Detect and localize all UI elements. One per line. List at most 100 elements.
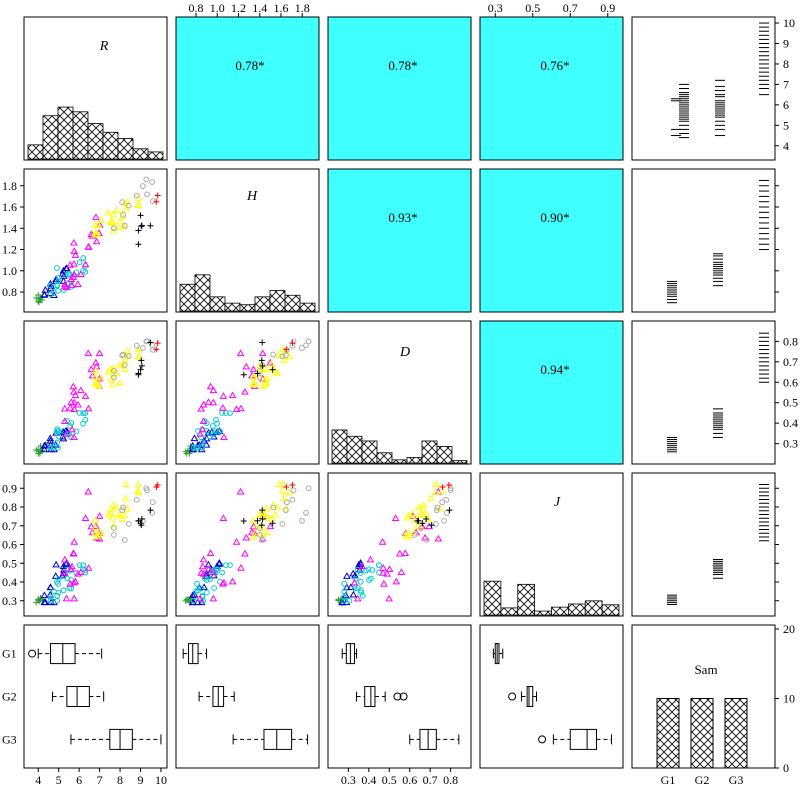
scatter-point-3-2-22 <box>338 598 347 606</box>
scatter-point-1-0-45 <box>54 282 61 288</box>
hist-bar-R-7 <box>132 148 149 160</box>
scatter-point-2-1-71 <box>269 364 278 372</box>
scatter-point-3-2-108 <box>419 520 426 527</box>
hist-bar-H-3 <box>224 302 241 312</box>
scatter-point-3-1-86 <box>256 510 264 518</box>
scatter-point-2-0-86 <box>115 361 124 369</box>
scatter-point-1-0-110 <box>138 223 145 230</box>
scatter-point-2-1-63 <box>218 403 227 411</box>
scatter-point-3-0-7 <box>35 596 42 603</box>
scatter-point-3-2-46 <box>358 562 367 570</box>
factor-bar-G3 <box>724 698 748 769</box>
box-J-G2 <box>526 686 534 707</box>
scatter-point-3-1-30 <box>190 597 197 604</box>
scatter-point-2-1-107 <box>240 371 247 378</box>
scatter-point-3-2-23 <box>342 598 351 606</box>
rug-ytick-label-R-3: 7 <box>783 77 789 91</box>
rug-ytick-label-R-6: 10 <box>783 16 795 30</box>
scatter-point-2-0-59 <box>92 358 100 366</box>
rug-ytick-label-R-2: 6 <box>783 98 789 112</box>
scatter-point-2-1-73 <box>280 356 289 364</box>
scatter-point-2-1-91 <box>249 373 258 380</box>
scatter-point-1-0-113 <box>154 192 161 199</box>
scatter-point-3-1-112 <box>283 484 290 491</box>
scatter-point-3-1-99 <box>259 537 266 543</box>
scatter-point-3-2-27 <box>341 588 348 595</box>
hist-bar-H-1 <box>194 274 211 312</box>
scatter-point-1-0-91 <box>91 230 100 238</box>
scatter-point-3-0-57 <box>87 522 96 530</box>
scatter-point-3-2-61 <box>395 549 404 557</box>
scatter-point-3-0-105 <box>149 499 156 506</box>
scatter-point-3-0-113 <box>154 481 161 488</box>
box-H-G1 <box>188 643 199 665</box>
scatter-point-1-0-75 <box>104 208 113 216</box>
rug-ytick-label-D-4: 0.7 <box>783 355 798 369</box>
scatter-point-3-2-25 <box>359 592 366 599</box>
scatter-point-3-2-99 <box>423 537 430 543</box>
scatter-point-3-2-9 <box>355 565 364 573</box>
scatter-point-3-1-46 <box>198 562 207 570</box>
hist-bar-D-1 <box>346 435 363 464</box>
scatter-point-3-0-77 <box>109 521 118 529</box>
scatter-point-3-2-62 <box>378 538 387 545</box>
left-ytick-label-J-1: 0.4 <box>2 575 17 589</box>
scatter-point-3-1-84 <box>285 488 294 496</box>
box-R-G3 <box>109 728 133 750</box>
scatter-point-2-1-103 <box>290 338 297 345</box>
scatter-point-3-1-113 <box>289 481 296 488</box>
scatter-point-3-0-89 <box>134 480 143 487</box>
scatter-point-3-1-43 <box>198 585 205 592</box>
scatter-point-2-1-53 <box>206 382 215 390</box>
scatter-point-2-0-81 <box>91 366 100 374</box>
scatter-point-2-0-27 <box>50 444 57 451</box>
scatter-point-1-0-7 <box>35 298 42 305</box>
scatter-point-3-0-34 <box>76 562 83 569</box>
scatter-point-3-0-14 <box>52 560 60 568</box>
scatter-point-1-0-98 <box>139 183 146 189</box>
scatter-point-2-0-48 <box>70 433 78 440</box>
left-ytick-label-J-0: 0.3 <box>2 594 17 608</box>
scatter-point-3-2-53 <box>401 549 410 557</box>
scatter-point-3-0-92 <box>107 504 115 512</box>
hist-bar-J-5 <box>567 603 586 616</box>
scatter-point-3-1-80 <box>258 530 267 538</box>
scatter-point-1-0-41 <box>55 275 62 281</box>
corr-label-R-D: 0.78* <box>388 58 417 73</box>
scatter-point-2-1-106 <box>259 362 266 369</box>
scatter-point-2-1-109 <box>254 370 261 377</box>
scatter-point-2-1-80 <box>258 382 267 389</box>
scatter-point-3-2-76 <box>438 487 447 494</box>
scatter-point-2-0-11 <box>40 441 49 449</box>
scatter-point-3-0-88 <box>97 528 106 536</box>
scatter-point-3-1-44 <box>214 566 221 573</box>
scatter-point-3-2-45 <box>346 597 353 604</box>
scatter-point-3-2-73 <box>427 494 435 502</box>
scatter-point-3-2-77 <box>413 521 422 529</box>
scatter-point-2-1-95 <box>282 352 289 359</box>
scatter-point-3-1-93 <box>275 480 283 487</box>
scatter-point-2-1-108 <box>269 366 276 373</box>
factor-ytick-label-2: 20 <box>783 622 795 636</box>
bottom-xtick-label-D-4: 0.7 <box>423 773 438 785</box>
scatter-point-2-1-36 <box>217 428 223 435</box>
scatter-point-2-0-60 <box>88 371 97 379</box>
scatter-point-3-1-15 <box>215 559 224 566</box>
scatter-point-1-0-93 <box>122 204 130 212</box>
scatter-point-3-0-42 <box>60 587 67 594</box>
scatter-point-3-0-102 <box>133 496 140 503</box>
scatter-point-3-2-93 <box>432 480 441 487</box>
scatter-point-3-1-109 <box>254 517 261 524</box>
rug-ytick-label-R-0: 4 <box>783 139 789 153</box>
scatter-point-2-0-79 <box>108 380 117 388</box>
scatter-point-3-0-85 <box>118 515 127 522</box>
scatter-point-1-0-40 <box>55 288 61 294</box>
scatter-point-2-0-102 <box>133 342 140 349</box>
scatter-point-3-0-51 <box>95 512 104 519</box>
bottom-xtick-label-R-4: 8 <box>117 773 123 785</box>
hist-bar-D-2 <box>361 440 378 464</box>
top-xtick-label-H-4: 1.6 <box>273 1 288 15</box>
scatter-point-3-0-50 <box>71 577 80 585</box>
scatter-point-2-1-40 <box>194 444 200 451</box>
diag-label-D: D <box>399 345 410 360</box>
